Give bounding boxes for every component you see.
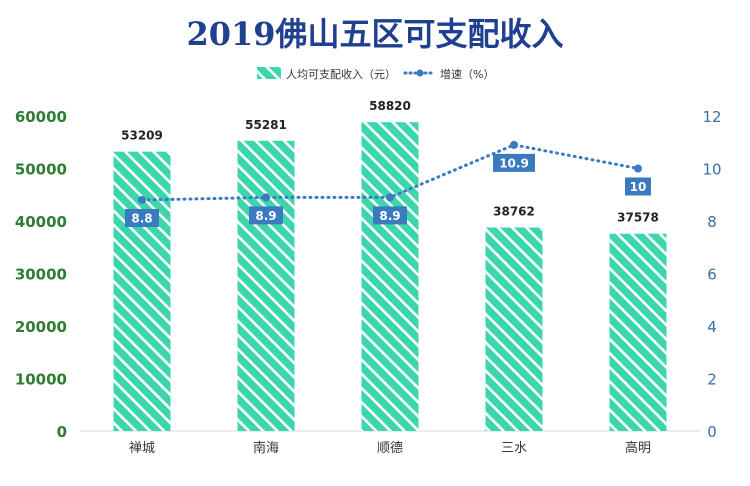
- right-axis-tick-label: 2: [707, 371, 717, 389]
- bars: [113, 122, 667, 431]
- income-bar: [485, 227, 543, 431]
- growth-value-badge: [125, 209, 159, 227]
- growth-line: [138, 140, 642, 204]
- right-axis-tick-label: 4: [707, 318, 717, 336]
- category-label: 高明: [625, 440, 651, 456]
- category-label: 南海: [253, 440, 279, 456]
- growth-value-label: 10.9: [499, 156, 529, 170]
- left-axis-tick-label: 0: [57, 423, 67, 441]
- left-axis-ticks: 0 10000 20000 30000 40000 50000 60000: [15, 108, 67, 441]
- left-axis-tick-label: 50000: [15, 161, 67, 179]
- right-axis-tick-label: 8: [707, 213, 717, 231]
- growth-point: [138, 196, 146, 204]
- right-axis-tick-label: 12: [702, 108, 721, 126]
- income-bar-value-label: 55281: [245, 118, 287, 132]
- left-axis-tick-label: 10000: [15, 371, 67, 389]
- income-bar-value-label: 37578: [617, 211, 659, 225]
- growth-point: [262, 193, 270, 202]
- category-label: 三水: [501, 441, 527, 456]
- category-label: 顺德: [377, 441, 403, 456]
- legend-bar-label: 人均可支配收入（元）: [286, 67, 396, 81]
- category-label: 禅城: [129, 441, 155, 456]
- growth-value-labels: 8.8 8.9 8.9 10.9 10: [125, 153, 651, 227]
- bar-value-labels: 53209 55281 58820 38762 37578: [121, 99, 659, 225]
- right-axis-tick-label: 6: [707, 266, 717, 284]
- income-bar: [361, 122, 419, 431]
- right-axis-tick-label: 0: [707, 423, 717, 441]
- income-bar-value-label: 38762: [493, 204, 535, 218]
- left-axis-tick-label: 20000: [15, 318, 67, 336]
- legend-bar-swatch: [257, 67, 281, 79]
- category-labels: 禅城 南海 顺德 三水 高明: [129, 440, 651, 456]
- legend: 人均可支配收入（元） 增速（%）: [257, 67, 494, 81]
- growth-point: [510, 140, 518, 149]
- growth-value-label: 8.8: [131, 212, 152, 226]
- chart-title: 2019佛山五区可支配收入: [186, 15, 563, 53]
- income-bar: [237, 140, 295, 431]
- growth-point: [386, 193, 394, 202]
- left-axis-tick-label: 60000: [15, 108, 67, 126]
- left-axis-tick-label: 30000: [15, 266, 67, 284]
- growth-value-badge: [493, 153, 535, 172]
- growth-value-label: 8.9: [379, 209, 400, 223]
- growth-point: [634, 164, 642, 173]
- income-bar: [609, 233, 667, 431]
- legend-line-label: 增速（%）: [440, 67, 494, 81]
- growth-value-badge: [625, 177, 651, 196]
- income-bar-value-label: 58820: [369, 99, 411, 113]
- left-axis-tick-label: 40000: [15, 213, 67, 231]
- right-axis-tick-label: 10: [702, 161, 721, 179]
- growth-value-label: 10: [630, 180, 647, 194]
- growth-value-badge: [249, 206, 283, 225]
- growth-value-badge: [373, 206, 407, 225]
- legend-line-marker: [416, 69, 424, 77]
- income-bar: [113, 151, 171, 431]
- right-axis-ticks: 0 2 4 6 8 10 12: [702, 108, 721, 441]
- growth-value-label: 8.9: [255, 209, 276, 223]
- income-bar-value-label: 53209: [121, 129, 163, 143]
